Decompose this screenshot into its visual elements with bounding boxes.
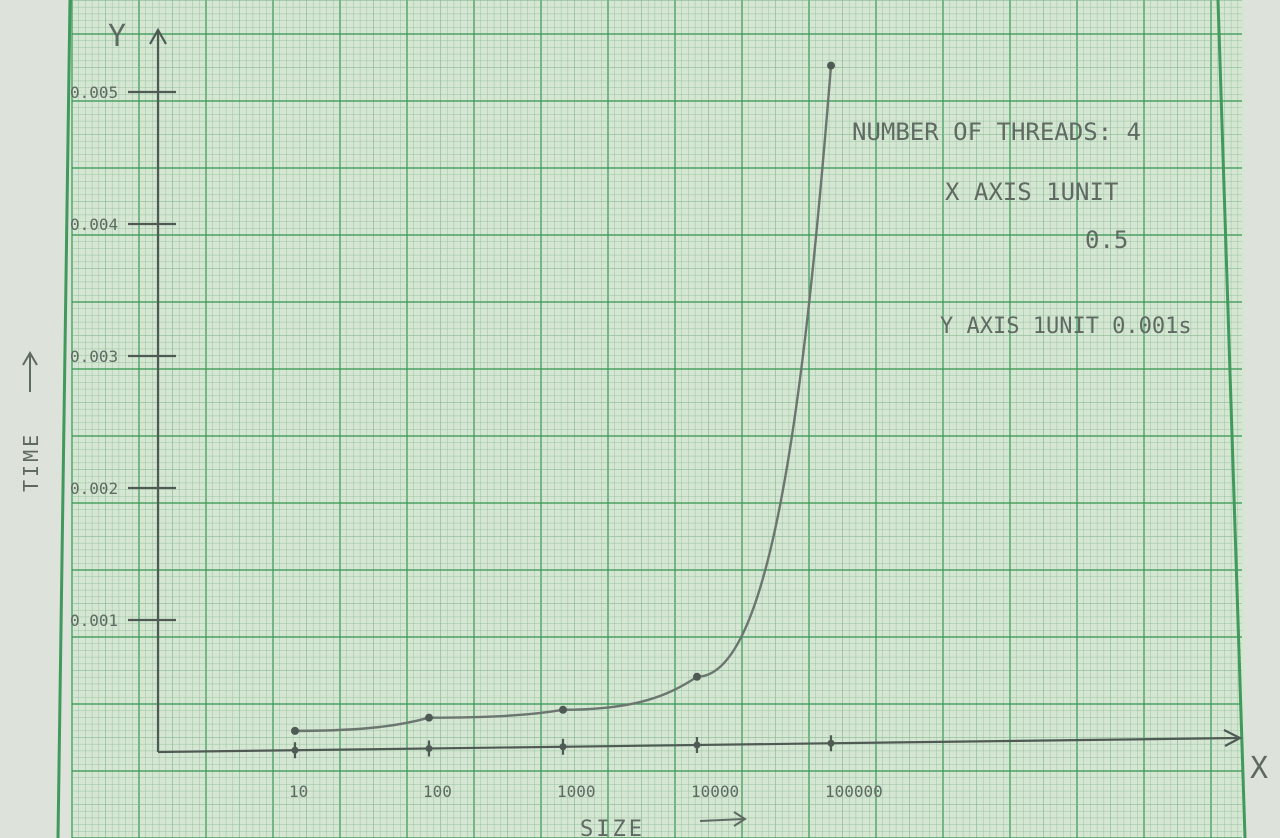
x-tick-label: 100	[423, 782, 452, 801]
x-tick-dot	[827, 739, 835, 747]
x-tick-label: 10	[289, 782, 308, 801]
y-tick-label: 0.004	[70, 215, 118, 234]
annotation-x-unit-value: 0.5	[1085, 226, 1128, 254]
series-line	[294, 65, 833, 733]
x-tick-label: 100000	[825, 782, 883, 801]
y-axis-arrowhead	[149, 27, 167, 45]
grid-sheet	[70, 0, 1245, 838]
y-tick-label: 0.002	[70, 479, 118, 498]
y-axis-letter: Y	[108, 19, 126, 54]
tick-marks: 10 100 1000 10000 100000 0.001 0.002 0.003 0.004…	[70, 83, 883, 801]
x-tick-dot	[693, 741, 701, 749]
x-axis-arrow	[699, 811, 747, 827]
x-tick-dot	[291, 746, 299, 754]
border-left	[56, 0, 72, 838]
x-axis-arrowhead	[1223, 729, 1243, 747]
annotation-x-unit: X AXIS 1UNIT	[945, 178, 1118, 206]
annotation-y-unit: Y AXIS 1UNIT 0.001s	[940, 314, 1192, 339]
x-tick-dot	[425, 744, 433, 752]
y-tick-label: 0.001	[70, 611, 118, 630]
x-tick-label: 10000	[691, 782, 739, 801]
y-axis-arrow	[22, 351, 38, 392]
x-axis-title: SIZE	[580, 817, 645, 838]
y-tick-label: 0.005	[70, 83, 118, 102]
x-tick-dot	[559, 743, 567, 751]
annotation-block: NUMBER OF THREADS: 4 X AXIS 1UNIT 0.5 Y …	[852, 118, 1192, 339]
annotation-threads: NUMBER OF THREADS: 4	[852, 118, 1141, 146]
x-axis-letter: X	[1250, 751, 1268, 786]
x-tick-label: 1000	[557, 782, 596, 801]
y-axis-title: TIME	[19, 432, 43, 492]
data-point	[827, 61, 835, 70]
border-right	[1216, 0, 1247, 838]
data-layer	[291, 61, 835, 735]
data-point	[291, 726, 299, 735]
grid-lines	[71, 0, 1242, 838]
data-point	[693, 672, 701, 681]
data-point	[425, 713, 433, 722]
y-tick-label: 0.003	[70, 347, 118, 366]
data-point	[559, 705, 567, 714]
